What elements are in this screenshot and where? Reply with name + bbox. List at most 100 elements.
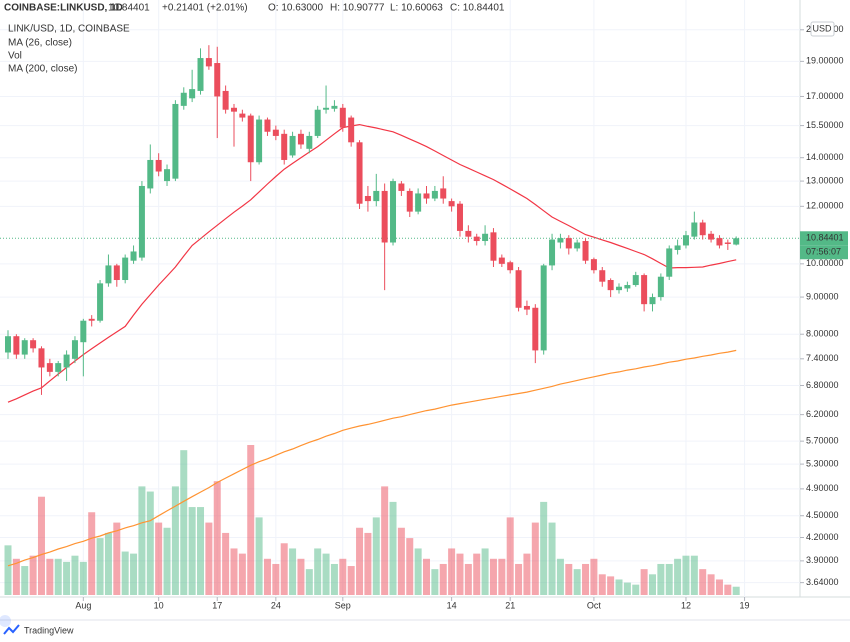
candle-body (264, 119, 271, 132)
volume-bar (715, 579, 723, 595)
volume-bar (130, 553, 138, 595)
volume-bar (4, 545, 12, 595)
candle-body (390, 181, 397, 243)
volume-bar (230, 548, 238, 595)
volume-bar (690, 555, 698, 595)
countdown-label: 07:56:07 (806, 247, 841, 257)
candle-body (565, 238, 572, 249)
volume-bar (515, 563, 523, 595)
candle-body (230, 107, 237, 112)
volume-bar (289, 548, 297, 595)
candle-body (172, 103, 179, 179)
candle-body (55, 363, 62, 372)
y-tick-label: 12.00000 (806, 201, 844, 211)
x-tick-label: Oct (587, 600, 602, 610)
candle-body (699, 222, 706, 236)
legend-main: LINK/USD, 1D, COINBASE (8, 24, 130, 35)
volume-bar (205, 522, 213, 595)
volume-bar (155, 522, 163, 595)
candle-body (666, 248, 673, 277)
volume-bar (197, 507, 205, 595)
candle-body (590, 259, 597, 271)
volume-bar (640, 569, 648, 595)
volume-bar (389, 501, 397, 595)
volume-bar (314, 548, 322, 595)
y-tick-label: 4.90000 (806, 483, 839, 493)
volume-bar (481, 548, 489, 595)
candle-body (356, 142, 363, 204)
volume-bar (607, 576, 615, 595)
volume-bar (682, 555, 690, 595)
candle-body (272, 129, 279, 136)
y-tick-label: 3.64000 (806, 577, 839, 587)
candle-body (281, 133, 288, 160)
volume-bar (456, 553, 464, 595)
candle-body (549, 239, 556, 266)
change: +0.21401 (+2.01%) (162, 3, 248, 14)
volume-bar (104, 532, 112, 595)
volume-bar (582, 563, 590, 595)
volume-bar (213, 481, 221, 595)
candle-body (122, 257, 129, 281)
volume-bar (414, 548, 422, 595)
x-tick-label: 24 (271, 600, 281, 610)
volume-bar (46, 558, 54, 595)
volume-bar (29, 555, 37, 595)
volume-bar (63, 561, 71, 595)
candle-body (88, 318, 95, 321)
volume-bar (297, 558, 305, 595)
candle-body (724, 242, 731, 244)
volume-pane (4, 445, 740, 595)
volume-bar (330, 563, 338, 595)
candle-body (38, 348, 45, 368)
candle-body (214, 63, 221, 97)
candle-body (373, 190, 380, 202)
candle-body (708, 233, 715, 240)
volume-bar (255, 517, 263, 595)
volume-bar (397, 527, 405, 595)
candle-body (641, 275, 648, 305)
x-tick-label: 14 (447, 600, 457, 610)
candle-body (523, 305, 530, 310)
candle-body (540, 265, 547, 351)
candle-body (431, 190, 438, 199)
candle-body (532, 307, 539, 351)
currency-box[interactable] (810, 21, 835, 37)
volume-bar (674, 558, 682, 595)
symbol: COINBASE:LINKUSD, 1D (4, 3, 123, 14)
volume-bar (615, 579, 623, 595)
candle-body (649, 297, 656, 305)
candle-body (239, 113, 246, 118)
high: H: 10.90777 (330, 3, 385, 14)
candle-body (507, 262, 514, 271)
y-tick-label: 10.00000 (806, 258, 844, 268)
volume-bar (498, 558, 506, 595)
volume-bar (364, 532, 372, 595)
volume-bar (464, 563, 472, 595)
candle-body (306, 135, 313, 149)
volume-bar (523, 553, 531, 595)
y-tick-label: 7.40000 (806, 353, 839, 363)
volume-bar (381, 486, 389, 595)
volume-bar (556, 558, 564, 595)
candle-body (607, 280, 614, 291)
volume-bar (473, 553, 481, 595)
volume-bar (322, 553, 330, 595)
volume-bar (632, 584, 640, 595)
volume-bar (724, 584, 732, 595)
volume-bar (439, 563, 447, 595)
y-tick-label: 4.20000 (806, 532, 839, 542)
volume-bar (54, 558, 62, 595)
y-tick-label: 14.00000 (806, 152, 844, 162)
candle-body (381, 190, 388, 243)
y-tick-label: 19.00000 (806, 56, 844, 66)
candle-body (657, 276, 664, 298)
volume-bar (71, 555, 79, 595)
y-tick-label: 6.20000 (806, 409, 839, 419)
brand-logo (0, 615, 20, 635)
volume-bar (339, 558, 347, 595)
volume-bar (21, 566, 29, 595)
candle-body (674, 245, 681, 250)
last-price: 10.84401 (108, 3, 150, 14)
